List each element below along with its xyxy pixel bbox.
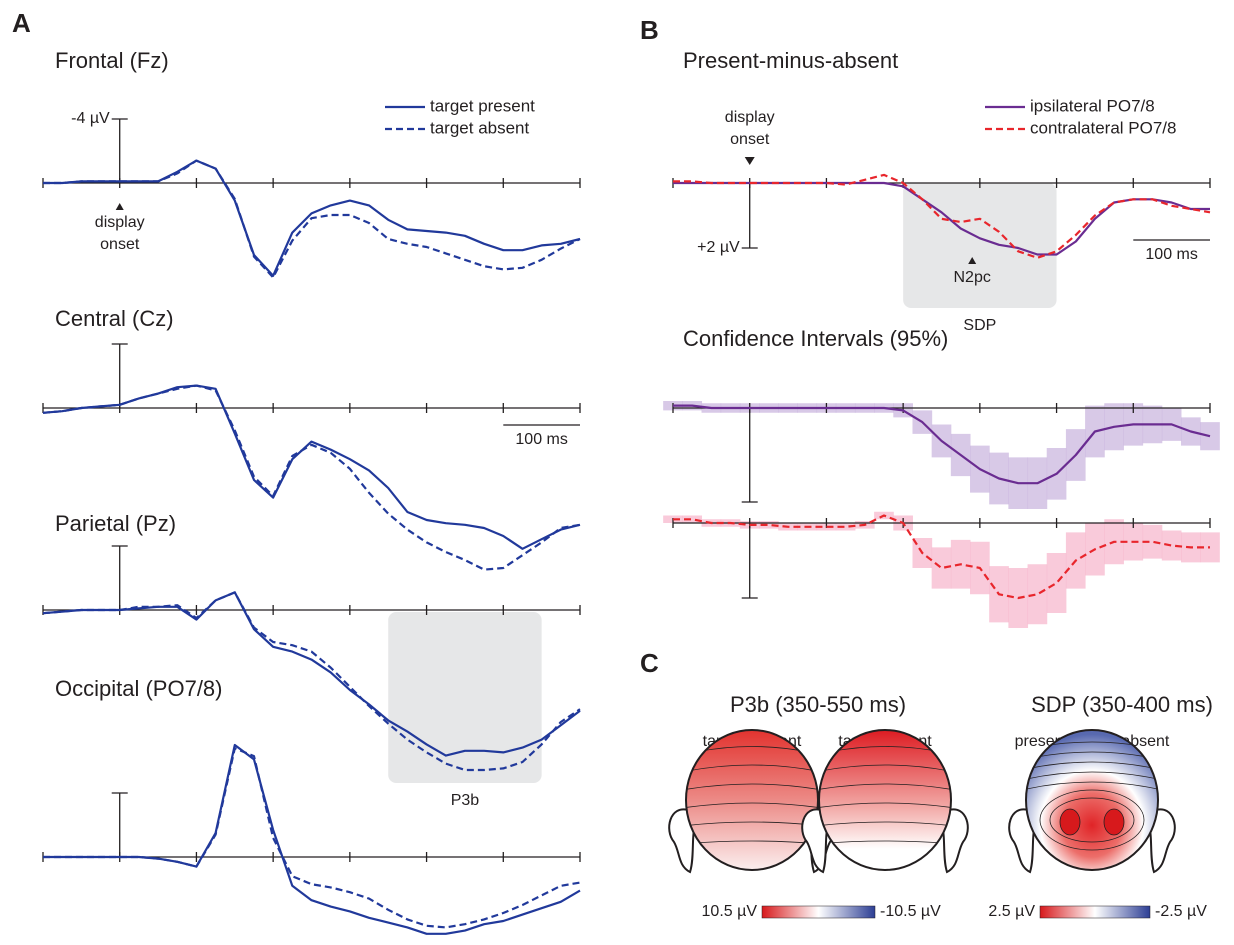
shaded-label: SDP <box>963 317 996 334</box>
contour <box>1049 797 1135 843</box>
chart: Central (Cz) 100 ms <box>42 306 581 571</box>
y-scale-label: +2 µV <box>697 239 740 256</box>
topomap-title: P3b (350-550 ms) <box>730 692 906 717</box>
chart: Confidence Intervals (95%) <box>663 326 1220 510</box>
shaded-label: P3b <box>451 792 480 809</box>
legend-label: target present <box>430 96 535 115</box>
chart: Frontal (Fz) -4 µV display onset target pres… <box>42 48 581 279</box>
series-line <box>42 384 581 571</box>
chart-title: Parietal (Pz) <box>55 511 176 536</box>
colorbar <box>761 905 876 919</box>
head-map <box>801 729 969 873</box>
chart-title: Central (Cz) <box>55 306 174 331</box>
colorbar <box>1039 905 1151 919</box>
annotation-marker <box>968 257 977 264</box>
series-line <box>673 514 1210 600</box>
colorbar-label: -10.5 µV <box>880 903 941 920</box>
chart-title: Present-minus-absent <box>683 48 898 73</box>
legend-label: ipsilateral PO7/8 <box>1030 96 1155 115</box>
chart-title: Occipital (PO7/8) <box>55 676 223 701</box>
panel-label: C <box>640 648 659 678</box>
series-line <box>43 159 581 279</box>
chart-title: Frontal (Fz) <box>55 48 169 73</box>
head <box>685 729 819 871</box>
contour <box>1059 808 1081 836</box>
contour <box>1039 789 1145 851</box>
chart: Present-minus-absent SDP +2 µV 100 ms displa… <box>672 48 1211 334</box>
chart-title: Confidence Intervals (95%) <box>683 326 948 351</box>
onset-label: onset <box>100 236 140 253</box>
series-line <box>673 404 1211 485</box>
topomap-title: SDP (350-400 ms) <box>1031 692 1213 717</box>
onset-marker <box>115 203 124 210</box>
time-scale-label: 100 ms <box>515 431 567 448</box>
legend-label: target absent <box>430 118 530 137</box>
shaded-window <box>903 183 1057 308</box>
shaded-window <box>388 612 542 783</box>
y-scale-label: -4 µV <box>71 110 110 127</box>
series-line <box>43 747 581 929</box>
series-line <box>42 591 581 772</box>
contours <box>1026 741 1158 791</box>
head <box>818 729 952 871</box>
onset-label: display <box>725 109 775 126</box>
colorbar-label: 2.5 µV <box>988 903 1035 920</box>
contour <box>1103 808 1125 836</box>
chart <box>663 511 1220 628</box>
legend-label: contralateral PO7/8 <box>1030 118 1176 137</box>
head <box>1025 729 1159 871</box>
annotation-label: N2pc <box>954 269 991 286</box>
topomaps: P3b (350-550 ms) SDP (350-400 ms) target… <box>668 692 1213 920</box>
colorbar-label: 10.5 µV <box>702 903 758 920</box>
chart: Occipital (PO7/8) <box>42 676 581 935</box>
panel-label: B <box>640 15 659 45</box>
onset-label: display <box>95 214 145 231</box>
onset-marker <box>744 157 755 165</box>
onset-label: onset <box>730 131 770 148</box>
series-line <box>673 173 1211 259</box>
panel-label: A <box>12 8 31 38</box>
time-scale-label: 100 ms <box>1145 246 1197 263</box>
chart: Parietal (Pz) P3b <box>42 511 581 809</box>
head-map <box>1008 729 1176 873</box>
colorbar-label: -2.5 µV <box>1155 903 1207 920</box>
